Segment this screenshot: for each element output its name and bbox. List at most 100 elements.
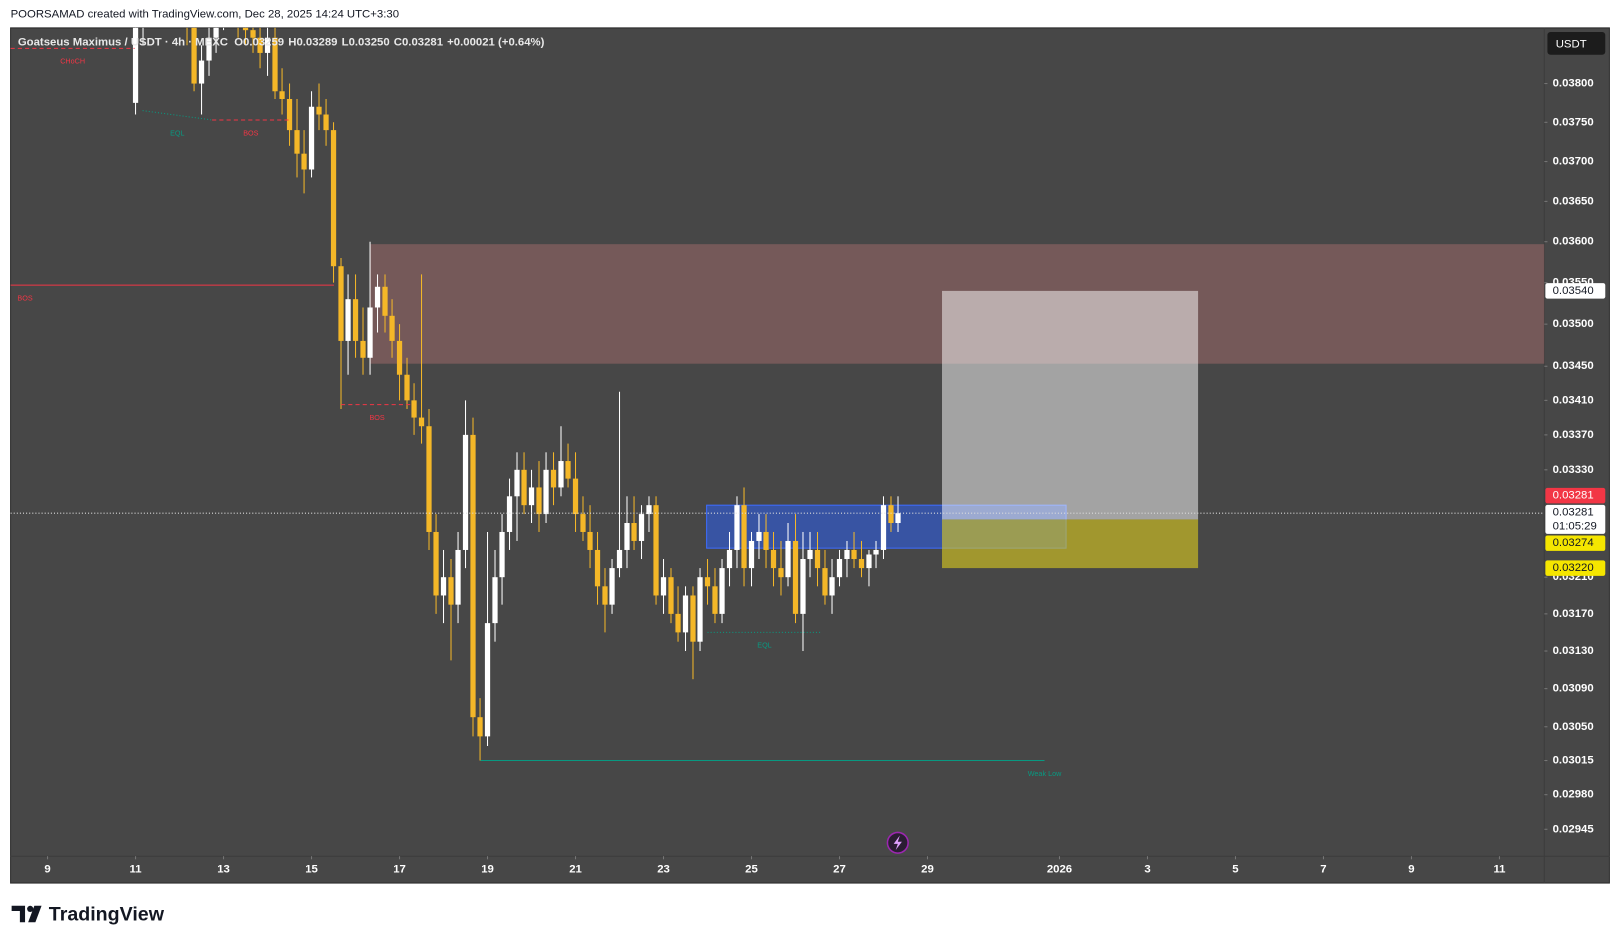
x-tick-label: 13 — [217, 864, 230, 876]
y-tick-label: 0.03750 — [1553, 116, 1594, 128]
candle-body — [477, 717, 483, 737]
candle-body — [858, 559, 865, 569]
logo-dot — [27, 905, 34, 912]
candle-body — [367, 307, 373, 358]
candle-body — [873, 549, 879, 555]
candle-body — [719, 568, 725, 614]
candle-body — [528, 487, 535, 506]
drawing-label: EQL — [170, 128, 184, 137]
price-label: 0.03220 — [1553, 562, 1594, 574]
candle-body — [294, 130, 300, 154]
candle-body — [411, 400, 417, 418]
currency-box[interactable] — [1547, 32, 1606, 55]
candle-body — [492, 577, 498, 624]
candle-body — [448, 577, 454, 605]
candle-body — [726, 549, 733, 569]
candle-body — [213, 27, 219, 38]
candle-body — [895, 513, 901, 524]
candle-body — [286, 98, 293, 131]
x-tick-label: 9 — [44, 864, 50, 876]
y-tick-label: 0.03330 — [1553, 464, 1594, 476]
x-tick-label: 27 — [833, 864, 846, 876]
candle-body — [587, 531, 593, 550]
price-label-box — [1545, 504, 1606, 534]
candle-body — [851, 549, 857, 560]
candle-body — [279, 91, 285, 99]
candle-body — [206, 37, 212, 61]
legend-low: L0.03250 — [342, 36, 390, 48]
candle-body — [844, 549, 850, 560]
candle-body — [734, 505, 740, 550]
candle-body — [770, 549, 777, 569]
candle-body — [514, 469, 520, 497]
drawing-label: BOS — [17, 293, 32, 302]
y-tick-label: 0.02980 — [1553, 789, 1594, 801]
candle-body — [800, 559, 806, 614]
candle-body — [558, 461, 564, 488]
candle-body — [272, 37, 278, 92]
price-label-box — [1545, 560, 1606, 576]
y-tick-label: 0.03370 — [1553, 429, 1594, 441]
y-tick-label: 0.03650 — [1553, 195, 1594, 207]
candle-body — [631, 523, 637, 541]
candle-body — [822, 568, 828, 596]
candle-body — [352, 299, 359, 341]
x-tick-label: 11 — [130, 864, 142, 876]
candle-body — [543, 469, 549, 515]
candle-body — [301, 153, 307, 170]
x-tick-label: 9 — [1408, 864, 1414, 876]
candle-body — [382, 286, 388, 316]
drawing-label: EQL — [757, 641, 771, 650]
candle-body — [866, 554, 872, 569]
replay-bolt — [893, 835, 902, 851]
candle-body — [638, 514, 645, 541]
candle-body — [470, 434, 476, 718]
candle-body — [536, 487, 542, 515]
price-label: 0.03274 — [1553, 537, 1594, 549]
candle-body — [242, 27, 249, 31]
legend: Goatseus Maximus / USDT · 4h · MEXC O0.03… — [18, 36, 545, 48]
candle-body — [653, 505, 659, 596]
x-tick-label: 5 — [1232, 864, 1238, 876]
position-stop — [942, 519, 1199, 569]
candle-body — [389, 315, 395, 341]
position-target — [942, 290, 1199, 520]
x-tick-label: 2026 — [1047, 864, 1072, 876]
price-label: 0.03281 — [1553, 507, 1594, 519]
candle-body — [704, 577, 711, 587]
price-label: 0.03281 — [1553, 490, 1594, 502]
candle-body — [374, 286, 381, 308]
y-tick-label: 0.03090 — [1553, 683, 1594, 695]
y-tick-label: 0.03700 — [1553, 156, 1594, 168]
price-label-box — [1545, 535, 1606, 551]
candle-body — [484, 623, 491, 737]
drawing-label: CHoCH — [60, 57, 85, 66]
candle-body — [506, 496, 513, 532]
candle-body — [814, 549, 821, 569]
drawing-line — [142, 110, 213, 121]
y-tick-label: 0.03170 — [1553, 608, 1594, 620]
candle-body — [198, 60, 205, 84]
candle-body — [264, 37, 271, 53]
candle-body — [345, 299, 351, 341]
candle-body — [132, 27, 139, 103]
replay-icon[interactable] — [886, 831, 909, 854]
candle-body — [712, 586, 718, 614]
candle-body — [191, 27, 197, 84]
drawing-label: BOS — [369, 413, 384, 422]
candle-body — [316, 106, 322, 115]
candle-body — [646, 505, 652, 515]
candle-body — [360, 340, 366, 358]
x-tick-label: 11 — [1493, 864, 1505, 876]
y-tick-label: 0.03800 — [1553, 78, 1594, 90]
candle-body — [572, 478, 579, 515]
currency[interactable]: USDT — [1556, 38, 1587, 50]
candle-body — [609, 568, 615, 605]
candle-body — [521, 469, 527, 506]
x-tick-label: 25 — [745, 864, 758, 876]
legend-open: O0.03259 — [234, 36, 284, 48]
price-label-box — [1545, 487, 1606, 504]
candle-body — [602, 586, 608, 605]
legend-symbol: Goatseus Maximus / USDT · 4h · MEXC — [18, 36, 228, 48]
x-tick-label: 15 — [305, 864, 318, 876]
